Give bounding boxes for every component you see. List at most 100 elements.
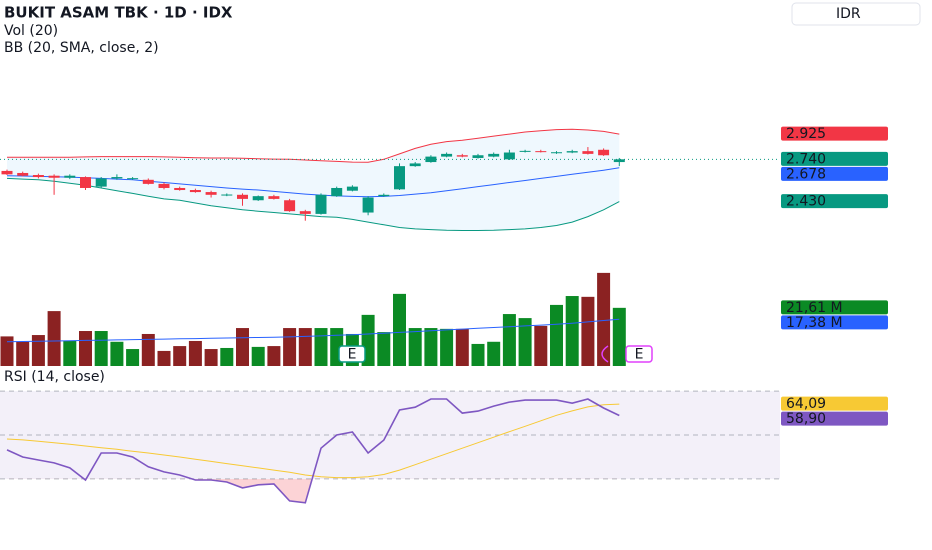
candle-body (17, 172, 29, 176)
earnings-marker (338, 345, 366, 363)
volume-bar (471, 343, 485, 366)
price-tag-label: 2.740 (786, 151, 826, 167)
candle-body (362, 197, 374, 213)
volume-bar (502, 314, 516, 366)
price-tag-label: 58,90 (786, 411, 826, 427)
volume-bar (424, 328, 438, 366)
candle-body (566, 151, 578, 153)
volume-bar (455, 328, 469, 366)
price-tag-label: 2.925 (786, 126, 826, 142)
candle-body (189, 190, 201, 193)
candle-body (315, 194, 327, 214)
volume-legend: Vol (20) (4, 23, 58, 39)
candle-body (284, 200, 296, 212)
price-tag (781, 396, 888, 411)
volume-bar (251, 346, 265, 366)
earnings-marker (625, 345, 653, 363)
price-tag-label: 64,09 (786, 396, 826, 412)
volume-bar (236, 328, 249, 366)
price-tag-label: 2.430 (786, 194, 826, 210)
volume-bar (31, 335, 45, 366)
volume-bar (267, 346, 281, 366)
volume-bar (79, 331, 92, 366)
bb-lower-line (6, 177, 620, 231)
candle-body (205, 192, 217, 195)
volume-bar (220, 347, 234, 366)
price-tag (781, 194, 888, 209)
volume-bar (612, 307, 626, 366)
currency-box[interactable] (791, 2, 921, 26)
candle-body (174, 187, 186, 191)
bb-legend: BB (20, SMA, close, 2) (4, 40, 159, 56)
candle-body (252, 196, 264, 201)
bb-upper-line (7, 128, 620, 163)
candle-body (378, 194, 390, 197)
volume-bar (63, 340, 77, 366)
volume-bar (47, 311, 61, 366)
candle-body (158, 183, 170, 188)
candle-body (268, 196, 280, 199)
candle-body (64, 175, 76, 178)
volume-bar (408, 328, 422, 366)
volume-bar (487, 341, 501, 366)
candle-body (80, 177, 91, 188)
volume-bar (94, 331, 108, 366)
candle-body (582, 151, 594, 154)
price-tag (781, 315, 888, 330)
candle-body (519, 150, 531, 152)
candle-body (472, 155, 484, 158)
candle-body (551, 152, 562, 154)
candle-body (331, 187, 343, 197)
volume-bar (377, 332, 391, 366)
candle-body (1, 170, 13, 175)
candle-body (299, 211, 311, 214)
earnings-bracket (601, 345, 609, 363)
candle-body (221, 194, 233, 196)
candle-body (111, 177, 123, 179)
volume-bar (534, 325, 548, 366)
volume-bar (188, 340, 202, 366)
chart-title: BUKIT ASAM TBK · 1D · IDX (4, 4, 233, 22)
candle-body (409, 163, 421, 167)
price-tag (781, 151, 888, 166)
volume-bar (16, 341, 30, 366)
candle-body (425, 156, 437, 163)
candle-body (503, 152, 515, 160)
volume-bar (581, 296, 595, 366)
candle-body (613, 159, 625, 163)
candle-body (95, 178, 107, 187)
volume-bar (141, 333, 155, 366)
bb-fill (7, 129, 620, 231)
volume-bar (173, 346, 187, 366)
earnings-marker-label: E (635, 347, 644, 363)
volume-bar (597, 272, 611, 366)
price-tag (781, 126, 888, 141)
price-tag (781, 300, 888, 315)
candle-body (48, 175, 60, 178)
rsi-line (6, 398, 620, 504)
candle-body (346, 186, 358, 191)
earnings-marker-label: E (348, 347, 357, 363)
volume-bar (157, 350, 171, 366)
currency[interactable]: IDR (836, 6, 861, 22)
bb-basis-line (6, 167, 620, 198)
volume-bar (314, 328, 328, 366)
candle-body (394, 166, 405, 190)
price-tag-label: 17,38 M (786, 315, 843, 331)
volume-bar (126, 349, 140, 366)
volume-bar (298, 328, 312, 366)
candle-body (237, 194, 248, 199)
candle-body (456, 155, 468, 157)
candle-body (127, 178, 139, 180)
volume-bar (0, 336, 14, 366)
volume-ma-line (6, 318, 620, 343)
candle-body (142, 179, 154, 184)
candle-body (488, 153, 500, 157)
volume-bar (283, 328, 297, 366)
volume-bar (393, 293, 406, 366)
label-layer: BUKIT ASAM TBK · 1D · IDX Vol (20) BB (2… (4, 2, 921, 385)
background-layer (0, 390, 780, 480)
